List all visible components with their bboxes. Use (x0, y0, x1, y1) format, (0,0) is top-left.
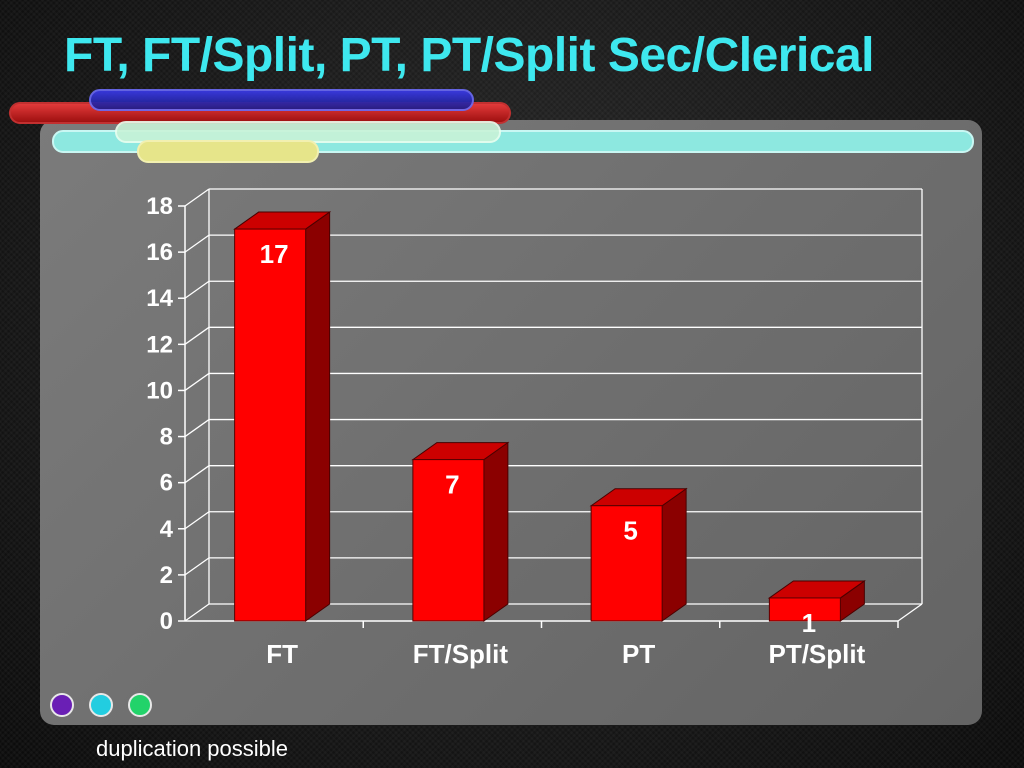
x-tick-label: FT (266, 639, 298, 669)
y-tick-label: 8 (160, 424, 173, 451)
decor-yellow-bar (137, 140, 319, 163)
chart-panel (40, 120, 982, 725)
grid-depth-line (184, 419, 210, 438)
nav-dot-purple[interactable] (50, 693, 74, 717)
bar (234, 228, 307, 622)
grid-depth-line (184, 511, 210, 530)
floor-right-edge (897, 603, 923, 622)
bar-side (483, 441, 509, 622)
grid-depth-line (184, 372, 210, 391)
data-label: 5 (623, 516, 637, 546)
nav-dot-green[interactable] (128, 693, 152, 717)
bar (768, 597, 841, 622)
y-tick-label: 16 (146, 239, 173, 266)
grid-depth-line (184, 234, 210, 253)
nav-dot-cyan[interactable] (89, 693, 113, 717)
bar-side (305, 211, 331, 622)
x-tick-label: PT/Split (768, 639, 865, 669)
y-tick-label: 6 (160, 470, 173, 497)
y-tick-label: 4 (160, 516, 174, 543)
data-label: 7 (445, 470, 459, 500)
bar (590, 505, 663, 622)
grid-depth-line (184, 326, 210, 345)
grid-depth-line (184, 603, 210, 622)
grid-depth-line (184, 465, 210, 484)
bar (412, 459, 485, 622)
y-tick-label: 10 (146, 377, 173, 404)
x-tick-label: PT (622, 639, 655, 669)
y-tick-label: 2 (160, 562, 173, 589)
grid-depth-line (184, 188, 210, 207)
slide-title: FT, FT/Split, PT, PT/Split Sec/Clerical (64, 29, 875, 82)
grid-depth-line (184, 557, 210, 576)
data-label: 17 (260, 239, 289, 269)
footer-note: duplication possible (96, 736, 289, 761)
grid-depth-line (184, 280, 210, 299)
decor-blue-bar (89, 89, 474, 111)
bar-side (661, 487, 687, 622)
x-tick-label: FT/Split (413, 639, 509, 669)
y-tick-label: 0 (160, 608, 173, 635)
y-tick-label: 18 (146, 193, 173, 220)
data-label: 1 (802, 608, 816, 638)
y-tick-label: 14 (146, 285, 173, 312)
y-tick-label: 12 (146, 331, 173, 358)
